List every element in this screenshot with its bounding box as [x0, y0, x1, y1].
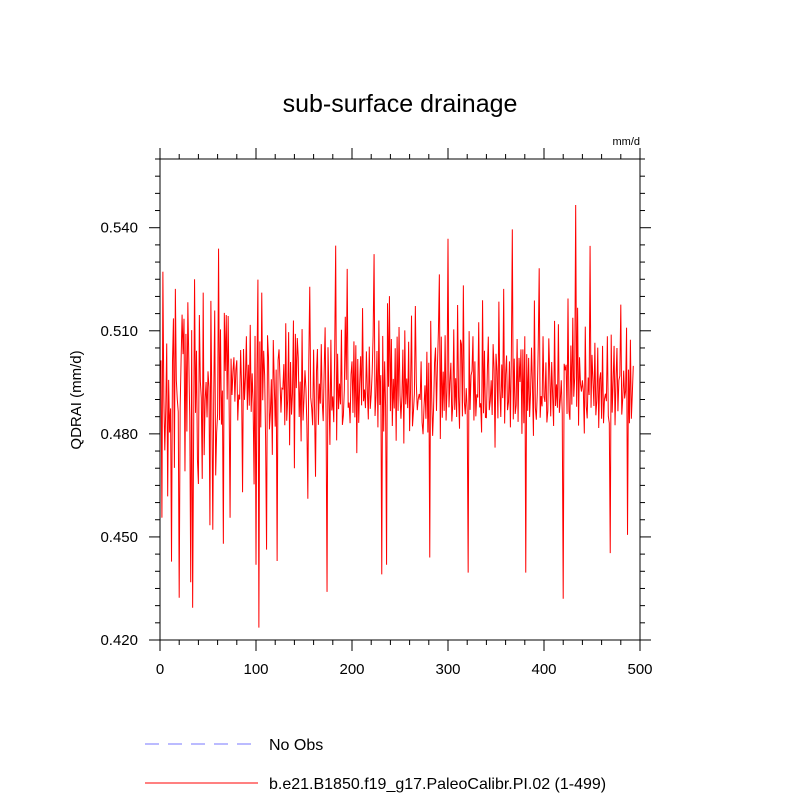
ticks-group: 0 100 200 300 400 500 0.420 0.450 0.480 0.510 0.54…	[100, 148, 653, 678]
x-tick-label: 300	[435, 661, 460, 678]
plot-area: 0 100 200 300 400 500 0.420 0.450 0.480 0.510 0.54…	[100, 148, 653, 678]
y-tick-label: 0.510	[100, 323, 138, 340]
legend-label-model: b.e21.B1850.f19_g17.PaleoCalibr.PI.02 (1…	[269, 776, 606, 793]
x-tick-label: 0	[156, 661, 164, 678]
y-tick-label: 0.540	[100, 220, 138, 237]
y-axis-label: QDRAI (mm/d)	[68, 350, 85, 449]
x-tick-label: 100	[243, 661, 268, 678]
chart-title: sub-surface drainage	[283, 90, 518, 118]
legend: No Obs b.e21.B1850.f19_g17.PaleoCalibr.P…	[145, 737, 606, 793]
x-tick-label: 500	[627, 661, 652, 678]
y-tick-label: 0.480	[100, 426, 138, 443]
legend-label-no-obs: No Obs	[269, 737, 323, 754]
series-line-1	[160, 205, 634, 628]
x-tick-label: 200	[339, 661, 364, 678]
units-label: mm/d	[613, 136, 641, 148]
y-tick-label: 0.420	[100, 632, 138, 649]
y-tick-label: 0.450	[100, 529, 138, 546]
x-tick-label: 400	[531, 661, 556, 678]
series-group	[160, 205, 634, 628]
